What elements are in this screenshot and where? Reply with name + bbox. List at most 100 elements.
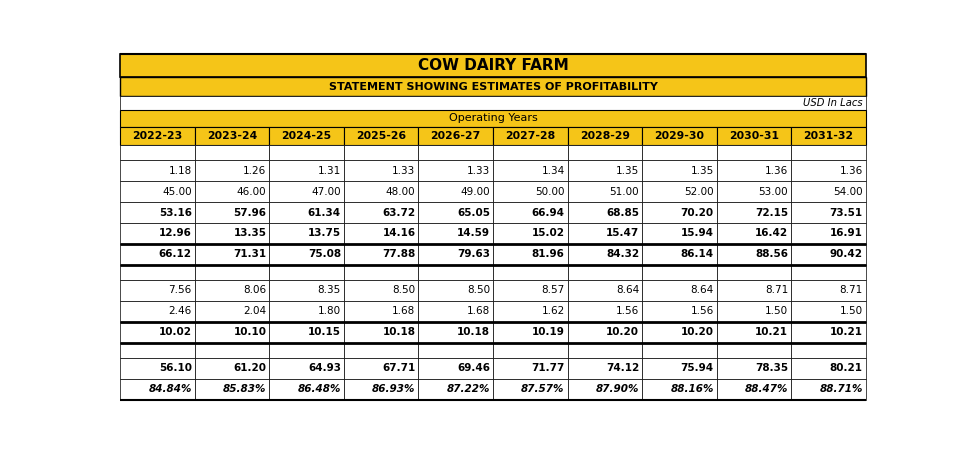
- Bar: [269, 358, 344, 379]
- Bar: [194, 301, 269, 322]
- Text: 81.96: 81.96: [531, 249, 564, 260]
- Bar: [194, 223, 269, 244]
- Text: 87.22%: 87.22%: [446, 384, 489, 394]
- Text: 47.00: 47.00: [311, 187, 340, 197]
- Text: 14.59: 14.59: [456, 229, 489, 238]
- Text: 88.71%: 88.71%: [819, 384, 862, 394]
- Bar: [492, 181, 567, 202]
- Bar: [567, 265, 642, 280]
- Text: 14.16: 14.16: [382, 229, 415, 238]
- Bar: [790, 322, 865, 343]
- Bar: [716, 265, 790, 280]
- Text: 53.16: 53.16: [159, 207, 191, 217]
- Text: 1.26: 1.26: [243, 166, 266, 176]
- Text: 2030-31: 2030-31: [728, 131, 778, 141]
- Bar: [492, 202, 567, 223]
- Text: 10.18: 10.18: [382, 327, 415, 337]
- Bar: [269, 160, 344, 181]
- Bar: [492, 127, 567, 145]
- Bar: [120, 96, 865, 110]
- Bar: [120, 244, 194, 265]
- Bar: [269, 127, 344, 145]
- Bar: [194, 181, 269, 202]
- Text: 52.00: 52.00: [683, 187, 713, 197]
- Text: 10.02: 10.02: [159, 327, 191, 337]
- Bar: [716, 343, 790, 358]
- Text: 1.50: 1.50: [764, 306, 787, 316]
- Text: 1.35: 1.35: [615, 166, 638, 176]
- Bar: [790, 181, 865, 202]
- Text: 2022-23: 2022-23: [133, 131, 183, 141]
- Bar: [642, 202, 716, 223]
- Bar: [642, 244, 716, 265]
- Bar: [120, 127, 194, 145]
- Text: 71.31: 71.31: [233, 249, 266, 260]
- Text: 1.68: 1.68: [392, 306, 415, 316]
- Text: 54.00: 54.00: [832, 187, 862, 197]
- Bar: [120, 160, 194, 181]
- Bar: [642, 343, 716, 358]
- Text: 56.10: 56.10: [159, 363, 191, 373]
- Bar: [120, 280, 194, 301]
- Bar: [790, 223, 865, 244]
- Bar: [418, 244, 492, 265]
- Text: 8.50: 8.50: [392, 286, 415, 295]
- Bar: [492, 301, 567, 322]
- Bar: [344, 181, 418, 202]
- Bar: [344, 322, 418, 343]
- Bar: [194, 343, 269, 358]
- Bar: [642, 358, 716, 379]
- Bar: [716, 127, 790, 145]
- Text: 15.47: 15.47: [605, 229, 638, 238]
- Bar: [344, 244, 418, 265]
- Bar: [120, 77, 865, 96]
- Bar: [418, 145, 492, 160]
- Text: 71.77: 71.77: [530, 363, 564, 373]
- Text: 13.75: 13.75: [308, 229, 340, 238]
- Bar: [269, 301, 344, 322]
- Text: 80.21: 80.21: [829, 363, 862, 373]
- Text: 8.71: 8.71: [764, 286, 787, 295]
- Bar: [120, 343, 194, 358]
- Bar: [716, 379, 790, 400]
- Text: 53.00: 53.00: [758, 187, 787, 197]
- Text: Operating Years: Operating Years: [448, 113, 537, 123]
- Text: 2026-27: 2026-27: [431, 131, 480, 141]
- Text: 1.56: 1.56: [690, 306, 713, 316]
- Bar: [567, 145, 642, 160]
- Text: 49.00: 49.00: [460, 187, 489, 197]
- Bar: [120, 181, 194, 202]
- Bar: [194, 127, 269, 145]
- Bar: [567, 181, 642, 202]
- Text: 2.04: 2.04: [243, 306, 266, 316]
- Text: 66.94: 66.94: [531, 207, 564, 217]
- Bar: [269, 343, 344, 358]
- Bar: [269, 265, 344, 280]
- Bar: [716, 280, 790, 301]
- Bar: [790, 160, 865, 181]
- Text: 61.34: 61.34: [308, 207, 340, 217]
- Text: 10.20: 10.20: [680, 327, 713, 337]
- Text: 86.14: 86.14: [679, 249, 713, 260]
- Bar: [269, 280, 344, 301]
- Bar: [567, 358, 642, 379]
- Bar: [642, 145, 716, 160]
- Bar: [492, 358, 567, 379]
- Bar: [790, 379, 865, 400]
- Text: 72.15: 72.15: [754, 207, 787, 217]
- Bar: [344, 160, 418, 181]
- Text: 84.32: 84.32: [605, 249, 638, 260]
- Text: 10.21: 10.21: [829, 327, 862, 337]
- Bar: [642, 223, 716, 244]
- Bar: [120, 322, 194, 343]
- Text: 77.88: 77.88: [382, 249, 415, 260]
- Bar: [120, 379, 194, 400]
- Bar: [194, 265, 269, 280]
- Text: 2028-29: 2028-29: [579, 131, 629, 141]
- Bar: [344, 343, 418, 358]
- Text: 2031-32: 2031-32: [802, 131, 852, 141]
- Bar: [418, 322, 492, 343]
- Bar: [790, 244, 865, 265]
- Text: 1.36: 1.36: [764, 166, 787, 176]
- Bar: [790, 145, 865, 160]
